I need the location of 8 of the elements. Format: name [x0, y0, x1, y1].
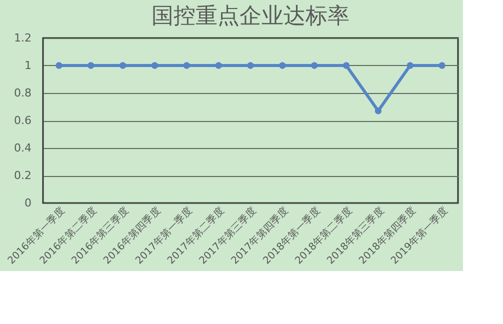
y-tick-label: 0.8	[14, 86, 32, 100]
y-tick-label: 0.4	[14, 142, 32, 154]
y-tick-label: 0	[24, 196, 32, 210]
chart-title: 国控重点企业达标率	[152, 4, 350, 29]
y-tick-label: 0.2	[14, 169, 32, 182]
y-tick-label: 1	[24, 59, 32, 72]
y-tick-label: 1.2	[14, 32, 32, 44]
y-tick-label: 0.6	[14, 114, 32, 127]
